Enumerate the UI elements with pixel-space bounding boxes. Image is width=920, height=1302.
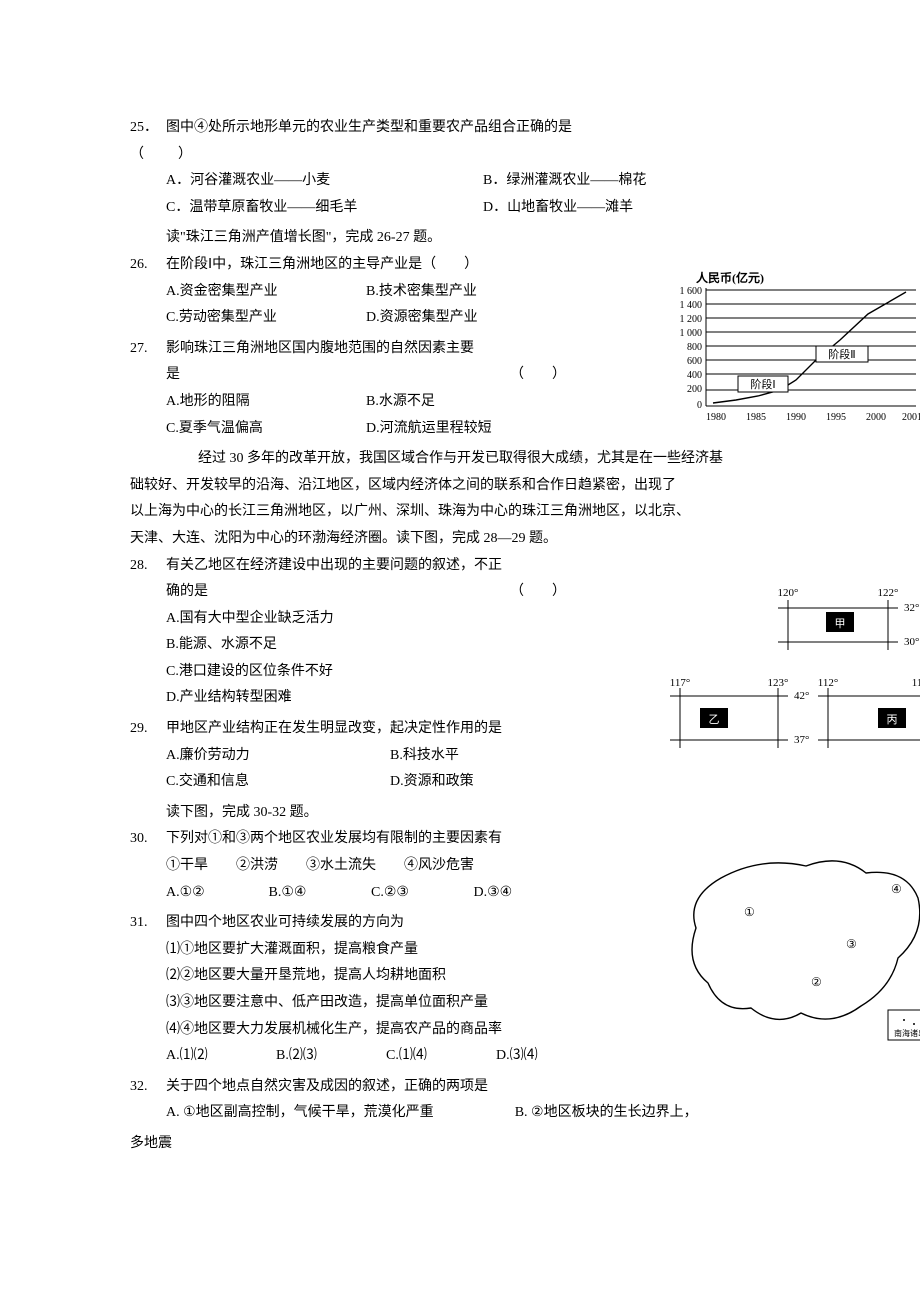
q29-optA: A.廉价劳动力 [166, 743, 390, 770]
svg-text:37°: 37° [794, 734, 809, 746]
svg-text:阶段Ⅰ: 阶段Ⅰ [750, 377, 775, 391]
q28-stem-2l: 确的是 [166, 579, 208, 606]
map-panel-yi: 117° 123° 42° 37° 乙 [670, 677, 810, 748]
q28-stem-1: 有关乙地区在经济建设中出现的主要问题的叙述，不正 [166, 553, 800, 580]
q30-optD: D.③④ [474, 880, 577, 907]
q30-optC: C.②③ [371, 880, 474, 907]
q25-optB: B．绿洲灌溉农业——棉花 [483, 168, 800, 195]
q26-optB: B.技术密集型产业 [366, 279, 566, 306]
q32-number: 32. [130, 1074, 166, 1101]
svg-text:32°: 32° [904, 602, 919, 614]
svg-text:42°: 42° [794, 690, 809, 702]
chart-xticks: 1980 1985 1990 1995 2000 2001 (年) [706, 410, 920, 423]
q31-optD: D.⑶⑷ [496, 1043, 606, 1070]
svg-text:2001: 2001 [902, 412, 920, 423]
map-inset-label: 南海诸岛 [894, 1028, 920, 1038]
prd-growth-chart: 人民币(亿元) 1 600 1 400 1 200 1 000 [658, 268, 920, 430]
svg-text:115°: 115° [912, 677, 920, 689]
chart-ylabel: 人民币(亿元) [696, 270, 764, 285]
q26-number: 26. [130, 252, 166, 279]
china-outline [692, 861, 920, 1020]
q29-optB: B.科技水平 [390, 743, 459, 770]
svg-text:1 400: 1 400 [680, 300, 703, 311]
map-label-2: ② [811, 975, 822, 989]
q25-optC: C．温带草原畜牧业——细毛羊 [166, 195, 483, 222]
q26-optA: A.资金密集型产业 [166, 279, 366, 306]
q26-optD: D.资源密集型产业 [366, 305, 566, 332]
q31-optB: B.⑵⑶ [276, 1043, 386, 1070]
q27-optD: D.河流航运里程较短 [366, 416, 566, 443]
svg-text:1 200: 1 200 [680, 314, 703, 325]
context-26-27: 读"珠江三角洲产值增长图"，完成 26-27 题。 [166, 225, 800, 252]
map-label-3: ③ [846, 937, 857, 951]
svg-text:1990: 1990 [786, 412, 806, 423]
svg-text:30°: 30° [904, 636, 919, 648]
svg-text:乙: 乙 [709, 713, 720, 726]
q27-number: 27. [130, 336, 166, 363]
map-label-4: ④ [891, 882, 902, 896]
q30-number: 30. [130, 826, 166, 853]
question-25: 25． 图中④处所示地形单元的农业生产类型和重要农产品组合正确的是 （ ） A．… [130, 115, 800, 221]
context-28-29: 经过 30 多年的改革开放，我国区域合作与开发已取得很大成绩，尤其是在一些经济基… [130, 446, 800, 552]
q29-optD: D.资源和政策 [390, 769, 474, 796]
map-label-1: ① [744, 905, 755, 919]
q25-stem: 图中④处所示地形单元的农业生产类型和重要农产品组合正确的是 [166, 115, 800, 142]
q30-optA: A.①② [166, 880, 269, 907]
chart-stage1-box: 阶段Ⅰ [738, 376, 788, 392]
region-maps: 120° 122° 32° 30° 甲 117° 123° 42° 37° 乙 [668, 578, 920, 796]
q25-optA: A．河谷灌溉农业——小麦 [166, 168, 483, 195]
q25-number: 25． [130, 115, 166, 142]
map-panel-bing: 112° 115° 24° 22° 丙 [818, 677, 920, 748]
svg-text:122°: 122° [878, 587, 899, 599]
svg-text:1 600: 1 600 [680, 286, 703, 297]
q27-stem-2l: 是 [166, 362, 180, 389]
svg-text:600: 600 [687, 356, 702, 367]
svg-text:丙: 丙 [887, 714, 898, 726]
q29-number: 29. [130, 716, 166, 743]
svg-text:800: 800 [687, 342, 702, 353]
map-panel-jia: 120° 122° 32° 30° 甲 [778, 587, 920, 650]
svg-text:1980: 1980 [706, 412, 726, 423]
chart-yticks: 1 600 1 400 1 200 1 000 800 600 400 200 … [680, 286, 703, 411]
q25-paren: （ ） [130, 142, 800, 169]
q29-optC: C.交通和信息 [166, 769, 390, 796]
svg-text:120°: 120° [778, 587, 799, 599]
svg-text:2000: 2000 [866, 412, 886, 423]
q32-optA: A. ①地区副高控制，气候干旱，荒漠化严重 [166, 1100, 515, 1127]
q26-optC: C.劳动密集型产业 [166, 305, 366, 332]
q32-stem: 关于四个地点自然灾害及成因的叙述，正确的两项是 [166, 1074, 800, 1101]
svg-text:112°: 112° [818, 677, 839, 689]
svg-text:1995: 1995 [826, 412, 846, 423]
svg-text:阶段Ⅱ: 阶段Ⅱ [828, 347, 855, 361]
q31-number: 31. [130, 910, 166, 937]
svg-text:甲: 甲 [835, 618, 846, 630]
q27-optB: B.水源不足 [366, 389, 566, 416]
q27-optC: C.夏季气温偏高 [166, 416, 366, 443]
q32-tail: 多地震 [130, 1131, 800, 1158]
q25-optD: D．山地畜牧业——滩羊 [483, 195, 800, 222]
q27-stem-2r: （ ） [510, 362, 566, 389]
svg-text:1985: 1985 [746, 412, 766, 423]
q30-optB: B.①④ [269, 880, 372, 907]
svg-text:0: 0 [697, 400, 702, 411]
svg-text:400: 400 [687, 370, 702, 381]
question-32: 32. 关于四个地点自然灾害及成因的叙述，正确的两项是 A. ①地区副高控制，气… [130, 1074, 800, 1127]
q27-optA: A.地形的阻隔 [166, 389, 366, 416]
chart-stage2-box: 阶段Ⅱ [816, 346, 868, 362]
q31-optA: A.⑴⑵ [166, 1043, 276, 1070]
q28-stem-2r: （ ） [510, 579, 566, 606]
q32-optB: B. ②地区板块的生长边界上， [515, 1100, 698, 1127]
context-30-32: 读下图，完成 30-32 题。 [166, 800, 800, 827]
svg-text:123°: 123° [768, 677, 789, 689]
china-outline-map: ① ② ③ ④ 南海诸岛 [666, 838, 920, 1048]
svg-text:1 000: 1 000 [680, 328, 703, 339]
svg-text:117°: 117° [670, 677, 691, 689]
q28-number: 28. [130, 553, 166, 580]
svg-text:200: 200 [687, 384, 702, 395]
q31-optC: C.⑴⑷ [386, 1043, 496, 1070]
